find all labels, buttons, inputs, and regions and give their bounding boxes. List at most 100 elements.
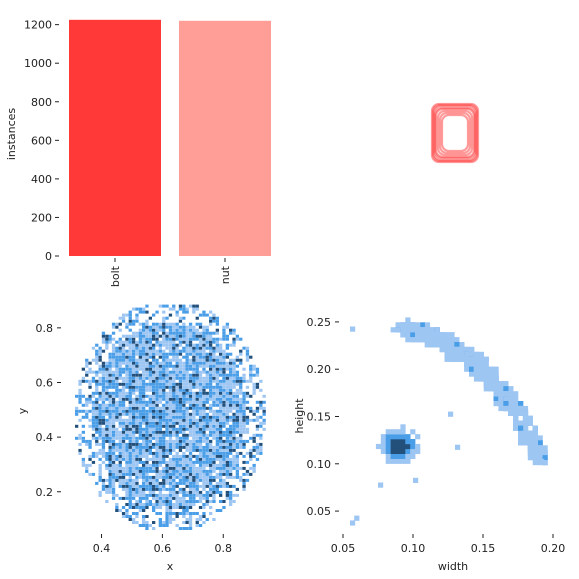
xy-cell bbox=[178, 400, 183, 404]
xy-cell bbox=[175, 442, 179, 446]
xy-cell bbox=[212, 379, 216, 383]
xy-cell bbox=[111, 337, 116, 341]
xy-cell bbox=[138, 500, 142, 503]
xy-cell bbox=[209, 403, 213, 407]
xy-cell bbox=[148, 469, 152, 473]
xy-cell bbox=[175, 512, 179, 515]
wh-cell bbox=[527, 440, 533, 446]
xy-cell bbox=[202, 472, 206, 476]
xy-cell bbox=[158, 364, 162, 368]
xy-cell bbox=[111, 481, 116, 485]
xy-cell bbox=[108, 373, 112, 377]
xy-cell bbox=[128, 394, 132, 398]
wh-cell bbox=[385, 434, 391, 440]
xy-cell bbox=[85, 370, 89, 374]
xy-cell bbox=[229, 409, 233, 413]
xy-cell bbox=[155, 463, 159, 467]
xy-cell bbox=[81, 439, 85, 443]
xy-cell bbox=[182, 373, 186, 377]
box-outline bbox=[434, 107, 476, 159]
xy-cell bbox=[175, 352, 179, 356]
xy-cell bbox=[172, 445, 176, 449]
wh-cell bbox=[508, 391, 514, 397]
xy-cell bbox=[249, 379, 253, 383]
xy-cell bbox=[98, 412, 102, 416]
xy-cell bbox=[195, 358, 199, 362]
xy-cell bbox=[135, 358, 139, 362]
xy-cell bbox=[198, 427, 203, 431]
xy-cell bbox=[125, 481, 129, 485]
xy-cell bbox=[152, 484, 156, 488]
xy-cell bbox=[215, 376, 219, 380]
xy-cell bbox=[158, 472, 162, 476]
xy-cell bbox=[98, 379, 102, 383]
xy-cell bbox=[91, 433, 96, 437]
xy-cell bbox=[115, 364, 119, 368]
xy-cell bbox=[252, 388, 256, 392]
xy-cell bbox=[178, 454, 183, 458]
wh-cell bbox=[415, 448, 421, 454]
xy-cell bbox=[209, 358, 213, 362]
xy-cell bbox=[138, 421, 142, 425]
xy-cell bbox=[212, 433, 216, 437]
xy-cell bbox=[175, 331, 179, 335]
xy-cell bbox=[202, 430, 206, 434]
xy-cell bbox=[229, 331, 233, 335]
xy-cell bbox=[175, 376, 179, 380]
xy-cell bbox=[172, 391, 176, 395]
xy-cell bbox=[225, 355, 229, 359]
xy-cell bbox=[155, 503, 159, 506]
xy-cell bbox=[128, 442, 132, 446]
xy-cell bbox=[165, 364, 169, 368]
xy-cell bbox=[185, 340, 189, 344]
xy-cell bbox=[138, 457, 142, 461]
wh-cell bbox=[434, 337, 440, 343]
xy-cell bbox=[162, 439, 166, 443]
xy-cell bbox=[155, 361, 159, 365]
xy-cell bbox=[229, 382, 233, 386]
wh-cell bbox=[424, 342, 431, 348]
xy-cell bbox=[232, 361, 236, 365]
xy-cell bbox=[148, 463, 152, 467]
xy-cell bbox=[125, 343, 129, 347]
xy-cell bbox=[135, 424, 139, 428]
xy-cell bbox=[118, 457, 122, 461]
xy-cell bbox=[118, 433, 122, 437]
xy-cell bbox=[138, 364, 142, 368]
xy-cell bbox=[132, 406, 136, 410]
xy-cell bbox=[165, 355, 169, 359]
xy-cell bbox=[202, 521, 206, 524]
xy-cell bbox=[188, 331, 193, 335]
xy-cell bbox=[138, 506, 142, 509]
xy-cell bbox=[138, 310, 142, 314]
xy-cell bbox=[138, 403, 142, 407]
xy-cell bbox=[135, 307, 139, 311]
xy-cell bbox=[219, 436, 223, 440]
xy-cell bbox=[162, 406, 166, 410]
xy-cell bbox=[188, 349, 193, 353]
xy-cell bbox=[148, 466, 152, 470]
xy-cell bbox=[118, 442, 122, 446]
xy-cell bbox=[125, 490, 129, 494]
xy-cell bbox=[232, 436, 236, 440]
xy-cell bbox=[235, 334, 239, 338]
xy-cell bbox=[215, 472, 219, 476]
xy-cell bbox=[158, 500, 162, 503]
xy-cell bbox=[108, 403, 112, 407]
xy-cell bbox=[142, 406, 146, 410]
xy-cell bbox=[172, 394, 176, 398]
xy-cell bbox=[108, 412, 112, 416]
xy-cell bbox=[145, 343, 149, 347]
xy-cell bbox=[178, 478, 183, 482]
xy-cell bbox=[125, 466, 129, 470]
xy-cell bbox=[148, 524, 152, 527]
xy-cell bbox=[212, 415, 216, 419]
xy-cell bbox=[148, 355, 152, 359]
xy-cell bbox=[75, 394, 79, 398]
xy-cell bbox=[128, 385, 132, 389]
xy-cell bbox=[95, 454, 99, 458]
xy-cell bbox=[98, 397, 102, 401]
xy-cell bbox=[209, 442, 213, 446]
xy-cell bbox=[155, 340, 159, 344]
xy-cell bbox=[178, 436, 183, 440]
